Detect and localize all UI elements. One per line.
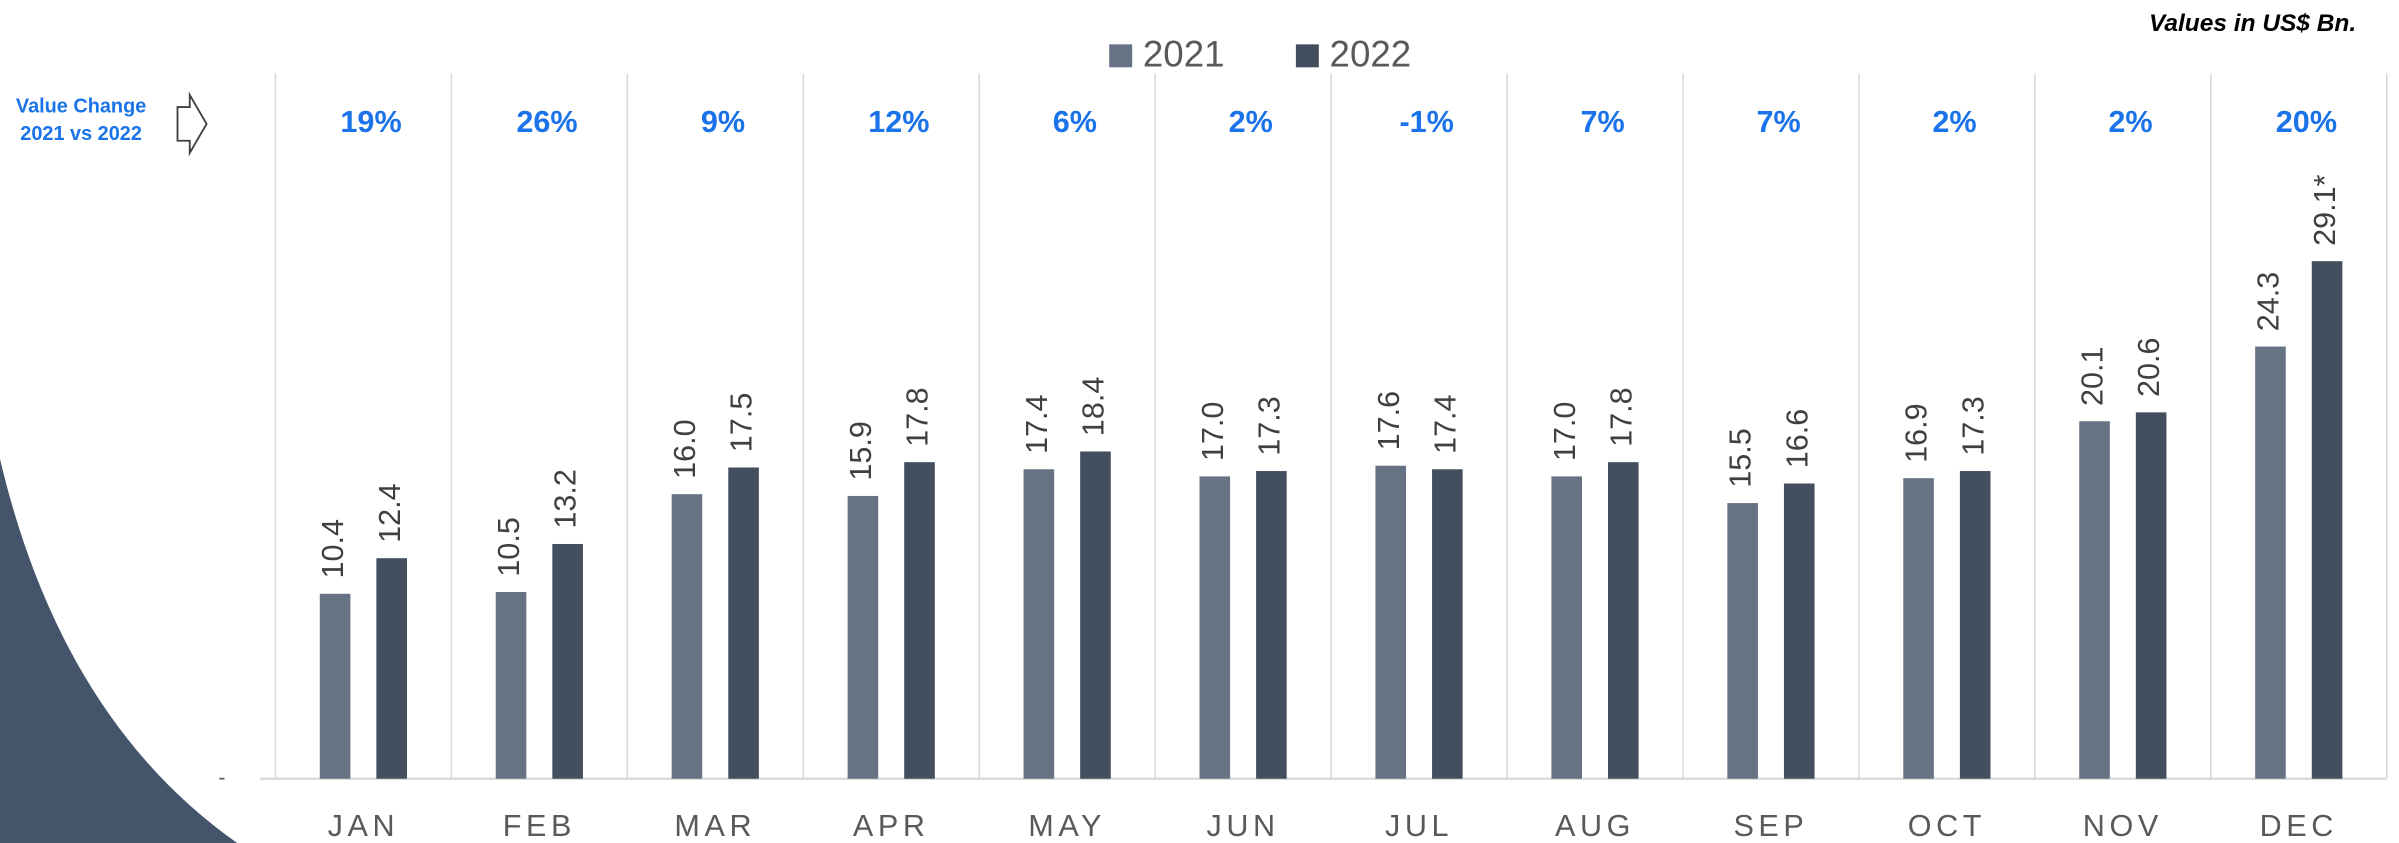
decoration bbox=[0, 458, 238, 843]
x-tick-label: FEB bbox=[503, 809, 576, 843]
bar bbox=[1080, 451, 1111, 779]
change-label: 6% bbox=[1053, 105, 1097, 139]
data-label: 16.6 bbox=[1780, 409, 1814, 469]
x-tick-label: OCT bbox=[1908, 809, 1986, 843]
bar bbox=[728, 467, 759, 779]
x-tick-label: DEC bbox=[2260, 809, 2338, 843]
bar bbox=[1903, 478, 1934, 779]
change-label: 12% bbox=[868, 105, 929, 139]
data-label: 15.9 bbox=[844, 421, 878, 481]
x-tick-label: JUN bbox=[1206, 809, 1279, 843]
change-label: 2% bbox=[2108, 105, 2152, 139]
change-label: 20% bbox=[2276, 105, 2337, 139]
data-label: 16.9 bbox=[1900, 403, 1934, 463]
x-tick-label: JUL bbox=[1385, 809, 1453, 843]
bar bbox=[1432, 469, 1463, 779]
x-tick-label: SEP bbox=[1733, 809, 1808, 843]
data-label: 20.1 bbox=[2076, 346, 2110, 406]
x-tick-label: JAN bbox=[328, 809, 400, 843]
data-label: 17.8 bbox=[901, 387, 935, 447]
bar bbox=[1023, 469, 1055, 779]
bar bbox=[1727, 503, 1758, 779]
data-label: 17.3 bbox=[1252, 396, 1286, 456]
bar bbox=[1959, 471, 1991, 779]
change-label: 7% bbox=[1756, 105, 1800, 139]
bar bbox=[319, 593, 351, 779]
change-label: 19% bbox=[340, 105, 401, 139]
x-tick-label: AUG bbox=[1555, 809, 1635, 843]
change-caption: 2021 vs 2022 bbox=[20, 123, 142, 145]
legend-swatch bbox=[1109, 44, 1133, 68]
bar bbox=[847, 495, 879, 779]
x-tick-label: NOV bbox=[2083, 809, 2163, 843]
data-label: 10.4 bbox=[316, 519, 350, 579]
bar bbox=[2135, 412, 2167, 779]
change-label: 9% bbox=[701, 105, 745, 139]
arrow-icon bbox=[176, 91, 208, 157]
data-label: 24.3 bbox=[2252, 272, 2286, 332]
bar bbox=[376, 558, 407, 779]
data-label: 17.4 bbox=[1020, 394, 1054, 454]
data-label: 20.6 bbox=[2132, 338, 2166, 398]
data-label: 17.0 bbox=[1548, 402, 1582, 462]
x-tick-label: MAR bbox=[674, 809, 756, 843]
legend-label: 2021 bbox=[1143, 33, 1225, 74]
bar bbox=[904, 462, 935, 779]
x-tick-label: MAY bbox=[1028, 809, 1106, 843]
change-label: 26% bbox=[516, 105, 577, 139]
data-label: 16.0 bbox=[668, 419, 702, 479]
data-label: 17.5 bbox=[725, 393, 759, 453]
change-label: -1% bbox=[1400, 105, 1454, 139]
data-label: 17.3 bbox=[1956, 396, 1990, 456]
data-label: 17.8 bbox=[1604, 387, 1638, 447]
data-label: 17.6 bbox=[1372, 391, 1406, 451]
bar bbox=[671, 494, 703, 779]
data-label: 15.5 bbox=[1724, 428, 1758, 488]
data-label: 17.0 bbox=[1196, 402, 1230, 462]
bar bbox=[1256, 471, 1287, 779]
bar bbox=[2311, 261, 2343, 779]
legend-swatch bbox=[1295, 44, 1319, 68]
bar bbox=[1199, 476, 1231, 779]
bar bbox=[495, 591, 527, 779]
bar bbox=[1375, 465, 1407, 779]
bar bbox=[2255, 346, 2286, 779]
x-tick-label: APR bbox=[853, 809, 930, 843]
data-label: 29.1* bbox=[2308, 174, 2342, 246]
change-label: 2% bbox=[1932, 105, 1976, 139]
bar bbox=[1783, 483, 1815, 779]
change-caption: Value Change bbox=[16, 95, 146, 117]
data-label: 12.4 bbox=[373, 483, 407, 543]
data-label: 10.5 bbox=[492, 517, 526, 577]
change-label: 2% bbox=[1229, 105, 1273, 139]
legend-label: 2022 bbox=[1330, 33, 1412, 74]
bar bbox=[1551, 476, 1582, 779]
data-label: 13.2 bbox=[549, 469, 583, 529]
data-label: 17.4 bbox=[1428, 394, 1462, 454]
y-tick-label: - bbox=[218, 765, 225, 789]
data-label: 18.4 bbox=[1077, 377, 1111, 437]
units-note: Values in US$ Bn. bbox=[2149, 10, 2356, 37]
bar bbox=[552, 543, 583, 779]
bar bbox=[2079, 421, 2110, 779]
bar bbox=[1607, 462, 1639, 779]
change-label: 7% bbox=[1581, 105, 1625, 139]
